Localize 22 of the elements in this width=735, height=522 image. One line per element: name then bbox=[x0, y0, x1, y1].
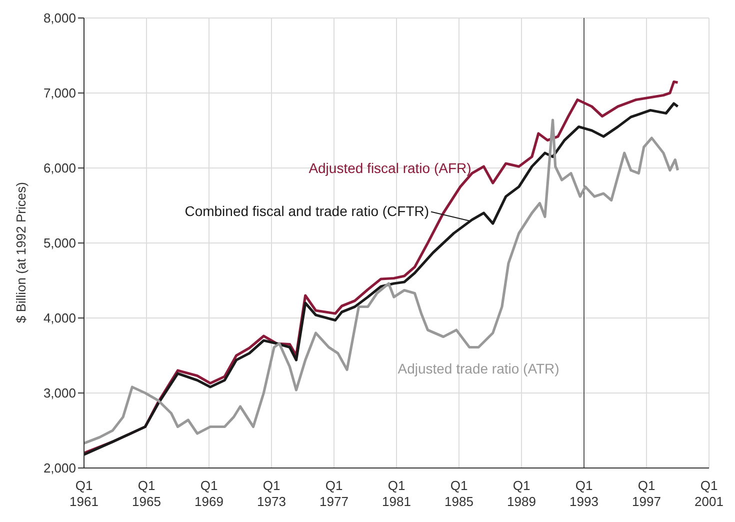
y-tick-label: 8,000 bbox=[43, 10, 76, 26]
series-label: Adjusted fiscal ratio (AFR) bbox=[308, 160, 472, 176]
y-axis-title: $ Billion (at 1992 Prices) bbox=[14, 182, 29, 323]
y-tick-label: 7,000 bbox=[43, 86, 76, 101]
x-tick-label: Q1 1977 bbox=[320, 478, 348, 509]
x-tick-label: Q1 1969 bbox=[194, 478, 224, 509]
y-tick-label: 2,000 bbox=[43, 460, 76, 476]
y-tick-label: 4,000 bbox=[43, 310, 76, 326]
x-tick-label: Q1 1993 bbox=[570, 478, 598, 509]
legend-label: Combined fiscal and trade ratio (CFTR) bbox=[184, 202, 430, 219]
x-tick-label: Q1 1981 bbox=[382, 478, 411, 509]
x-tick-label: Q1 2001 bbox=[694, 478, 724, 509]
x-tick-label: Q1 1965 bbox=[132, 478, 161, 509]
x-tick-label: Q1 1989 bbox=[507, 478, 536, 509]
series-label: Adjusted trade ratio (ATR) bbox=[398, 360, 560, 376]
y-tick-label: 6,000 bbox=[43, 160, 76, 176]
y-tick-label: 5,000 bbox=[43, 236, 76, 251]
x-tick-label: Q1 1997 bbox=[632, 478, 661, 509]
y-tick-label: 3,000 bbox=[43, 386, 76, 401]
x-tick-label: Q1 1961 bbox=[70, 478, 98, 509]
x-tick-label: Q1 1985 bbox=[444, 478, 474, 509]
x-tick-label: Q1 1973 bbox=[257, 478, 286, 509]
